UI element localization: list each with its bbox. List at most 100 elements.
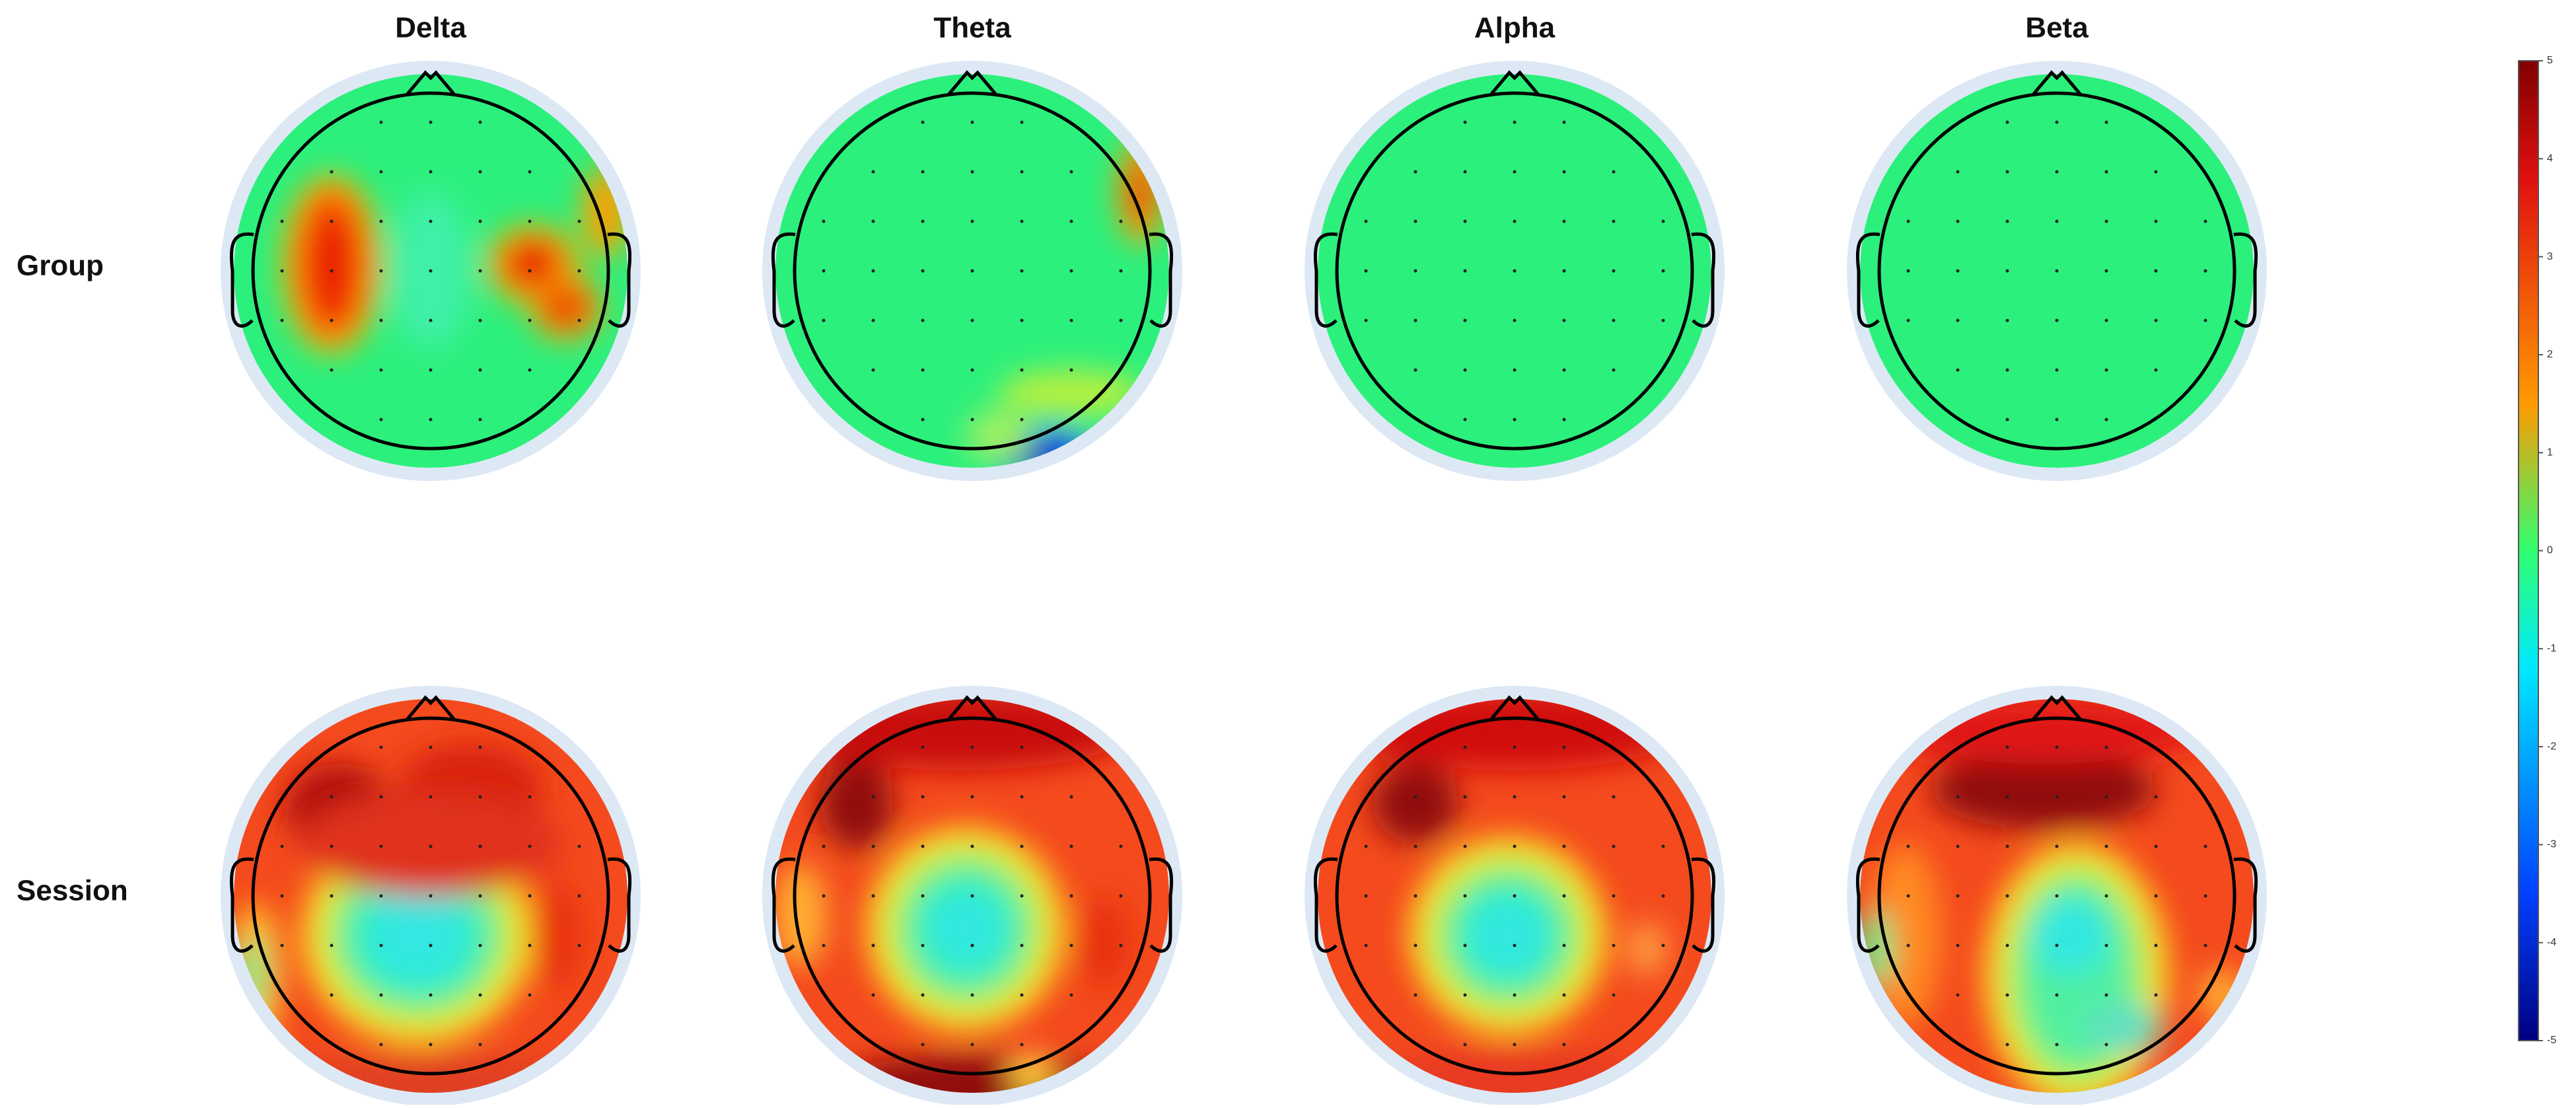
colorbar-tick-label: 0	[2547, 545, 2553, 556]
electrode	[822, 943, 826, 947]
electrode	[1513, 943, 1517, 947]
electrode	[822, 844, 826, 848]
electrode	[379, 745, 383, 749]
electrode	[1413, 170, 1417, 174]
electrode	[1513, 269, 1517, 273]
electrode	[429, 795, 433, 799]
electrode	[1906, 943, 1910, 947]
map-blob	[2030, 896, 2110, 975]
electrode	[1661, 844, 1665, 848]
electrode	[1906, 219, 1910, 223]
electrode	[2104, 844, 2108, 848]
electrode	[2055, 1043, 2059, 1047]
electrode	[2154, 844, 2158, 848]
electrode	[379, 418, 383, 422]
electrode	[2154, 170, 2158, 174]
electrode	[2005, 269, 2009, 273]
head-outline	[793, 91, 1152, 451]
electrode	[1069, 894, 1073, 898]
electrode	[1020, 795, 1024, 799]
electrode	[429, 219, 433, 223]
electrode	[921, 170, 925, 174]
electrode	[429, 170, 433, 174]
electrode	[330, 993, 334, 997]
nose	[406, 695, 455, 720]
electrode	[1119, 894, 1123, 898]
electrode	[478, 418, 482, 422]
electrode	[1413, 795, 1417, 799]
head-outline	[1877, 91, 2236, 451]
electrode	[1661, 894, 1665, 898]
electrode	[528, 993, 532, 997]
electrode	[921, 795, 925, 799]
electrode	[921, 993, 925, 997]
electrode	[1906, 844, 1910, 848]
ear-right	[1691, 232, 1716, 328]
topomap	[221, 686, 641, 1106]
electrode	[478, 368, 482, 372]
electrode	[1612, 368, 1616, 372]
electrode	[1956, 219, 1960, 223]
electrode	[1562, 120, 1566, 124]
electrode	[429, 269, 433, 273]
electrode	[429, 120, 433, 124]
ear-right	[607, 232, 632, 328]
electrode	[970, 170, 974, 174]
electrode	[1562, 894, 1566, 898]
electrode	[1513, 170, 1517, 174]
electrode	[1463, 170, 1467, 174]
electrode	[1463, 844, 1467, 848]
electrode	[330, 269, 334, 273]
map-blob	[1349, 1048, 1680, 1093]
electrode	[2104, 170, 2108, 174]
electrode	[2104, 795, 2108, 799]
electrode	[2154, 993, 2158, 997]
electrode	[2005, 318, 2009, 322]
electrode	[2154, 894, 2158, 898]
electrode	[577, 943, 581, 947]
electrode	[1513, 844, 1517, 848]
electrode	[1413, 894, 1417, 898]
electrode	[1906, 894, 1910, 898]
electrode	[2104, 418, 2108, 422]
electrode	[1069, 318, 1073, 322]
electrode	[1119, 219, 1123, 223]
colorbar-tick-label: -3	[2547, 839, 2556, 850]
electrode	[1513, 894, 1517, 898]
electrode	[1020, 943, 1024, 947]
electrode	[1020, 318, 1024, 322]
head-outline	[1877, 716, 2236, 1076]
electrode	[970, 1043, 974, 1047]
electrode	[2055, 219, 2059, 223]
nose	[948, 695, 997, 720]
colorbar-tick-label: -5	[2547, 1035, 2556, 1046]
electrode	[2154, 269, 2158, 273]
electrode	[2005, 418, 2009, 422]
electrode	[577, 219, 581, 223]
electrode	[1463, 120, 1467, 124]
electrode	[1562, 418, 1566, 422]
electrode	[429, 318, 433, 322]
electrode	[1562, 170, 1566, 174]
electrode	[2055, 795, 2059, 799]
electrode	[1020, 745, 1024, 749]
electrode	[2005, 120, 2009, 124]
electrode	[429, 894, 433, 898]
electrode	[1020, 368, 1024, 372]
electrode	[1612, 269, 1616, 273]
electrode	[1413, 368, 1417, 372]
colorbar-tick-label: 1	[2547, 447, 2553, 458]
electrode	[478, 219, 482, 223]
electrode	[970, 745, 974, 749]
electrode	[1463, 269, 1467, 273]
column-title: Delta	[395, 12, 466, 44]
electrode	[379, 368, 383, 372]
map-blob	[926, 889, 1005, 969]
electrode	[478, 745, 482, 749]
electrode	[280, 269, 284, 273]
electrode	[2055, 170, 2059, 174]
electrode	[921, 269, 925, 273]
ear-left	[229, 857, 254, 953]
electrode	[1562, 943, 1566, 947]
electrode	[2055, 269, 2059, 273]
